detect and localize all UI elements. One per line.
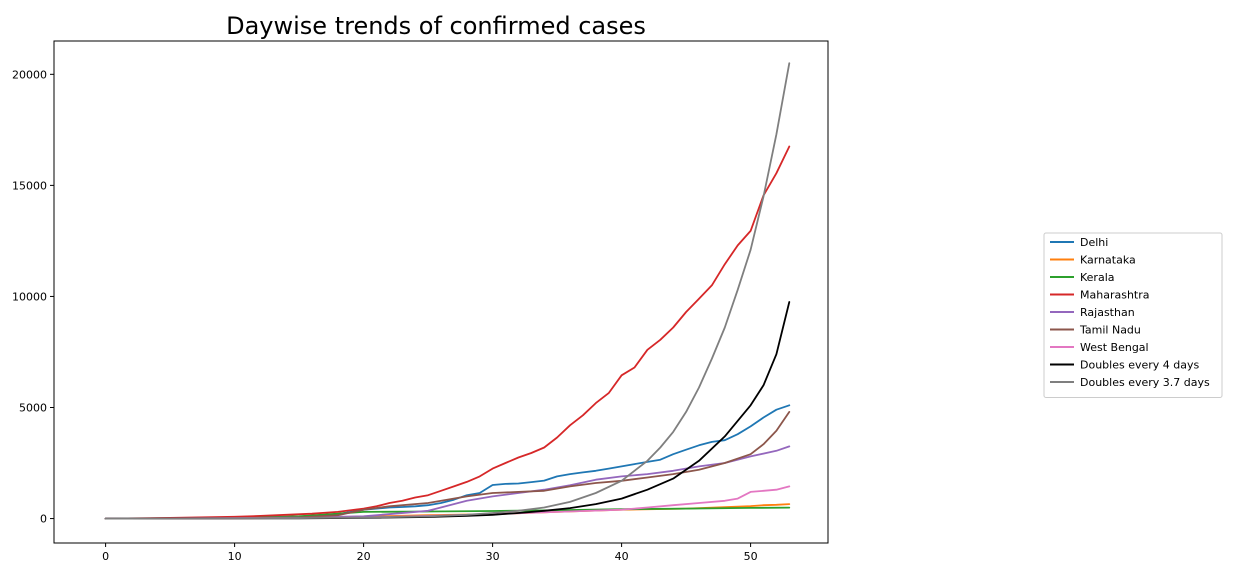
series-line-doubles-every-3-7-days: [104, 62, 791, 520]
series-line-delhi: [104, 404, 791, 520]
x-tick-label: 30: [486, 550, 500, 563]
legend-label: Rajasthan: [1080, 306, 1135, 319]
legend-label: Kerala: [1080, 271, 1115, 284]
y-tick-label: 20000: [12, 68, 47, 81]
legend-label: Tamil Nadu: [1079, 324, 1141, 337]
legend-label: Doubles every 3.7 days: [1080, 376, 1210, 389]
y-tick-label: 0: [40, 513, 47, 526]
y-tick-label: 15000: [12, 179, 47, 192]
series-line-maharashtra: [104, 145, 791, 520]
legend-label: Doubles every 4 days: [1080, 359, 1200, 372]
x-tick-label: 10: [228, 550, 242, 563]
series-line-west-bengal: [104, 485, 791, 520]
x-tick-label: 20: [357, 550, 371, 563]
legend-label: Karnataka: [1080, 254, 1136, 267]
plot-frame: [53, 40, 829, 544]
series-layer: [104, 62, 791, 520]
series-line-tamil-nadu: [104, 411, 791, 520]
legend-label: Maharashtra: [1080, 289, 1150, 302]
chart-title: Daywise trends of confirmed cases: [226, 12, 646, 40]
y-tick-label: 5000: [19, 402, 47, 415]
legend-label: Delhi: [1080, 236, 1108, 249]
x-tick-label: 50: [744, 550, 758, 563]
legend: Delhi Karnataka Kerala Maharashtra Rajasthan…: [1043, 232, 1223, 398]
y-tick-label: 10000: [12, 290, 47, 303]
axes-layer: 0 10 20 30 40 50 0 5000 10000 15000 20000: [12, 68, 758, 563]
x-tick-label: 0: [102, 550, 109, 563]
x-tick-label: 40: [615, 550, 629, 563]
legend-frame: [1043, 232, 1223, 398]
legend-label: West Bengal: [1080, 341, 1149, 354]
